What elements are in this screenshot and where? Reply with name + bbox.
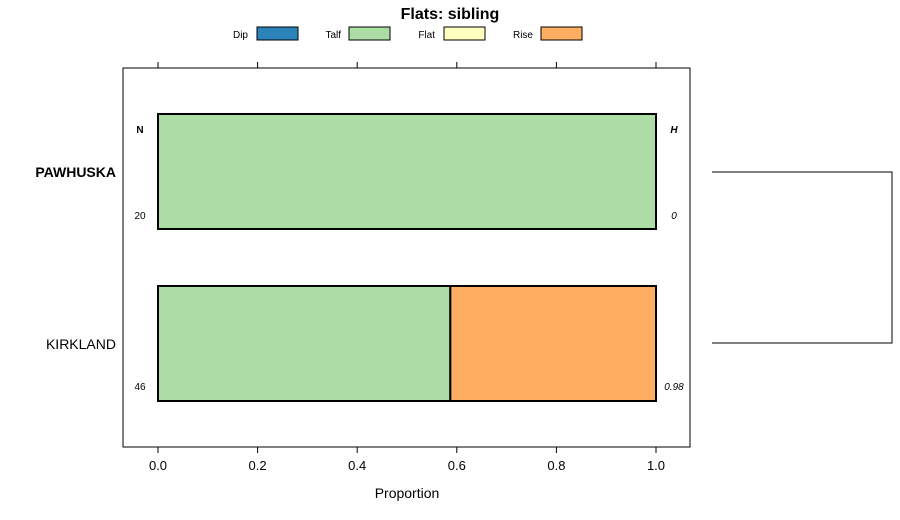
x-tick-label: 1.0 — [647, 458, 665, 473]
legend-label-talf: Talf — [325, 30, 341, 41]
n-column-header: N — [136, 125, 143, 136]
h-value: 0 — [671, 211, 677, 222]
x-tick-label: 0.8 — [547, 458, 565, 473]
legend-swatch-dip — [256, 26, 299, 41]
bar-kirkland-rise — [449, 285, 657, 402]
row-label-pawhuska: PAWHUSKA — [35, 164, 116, 180]
row-label-kirkland: KIRKLAND — [46, 336, 116, 352]
legend-label-dip: Dip — [233, 30, 248, 41]
side-annotations: N H 20 46 0 0.98 — [134, 125, 684, 393]
row-labels: PAWHUSKA KIRKLAND — [35, 164, 116, 352]
bar-pawhuska-talf — [157, 113, 657, 230]
bar-kirkland-talf — [157, 285, 452, 402]
dendrogram — [712, 171, 893, 344]
x-tick-label: 0.0 — [149, 458, 167, 473]
x-tick-label: 0.2 — [249, 458, 267, 473]
legend-label-rise: Rise — [513, 30, 533, 41]
n-value: 46 — [134, 382, 146, 393]
h-value: 0.98 — [664, 382, 684, 393]
chart-title: Flats: sibling — [401, 6, 500, 23]
legend-swatch-rise — [540, 26, 583, 41]
legend-label-flat: Flat — [418, 30, 435, 41]
legend-swatch-talf — [348, 26, 391, 41]
x-tick-label: 0.6 — [448, 458, 466, 473]
legend: Dip Talf Flat Rise — [233, 26, 583, 41]
n-value: 20 — [134, 211, 146, 222]
h-column-header: H — [670, 125, 678, 136]
x-axis: 0.0 0.2 0.4 0.6 0.8 1.0 — [149, 447, 665, 473]
x-axis-label: Proportion — [375, 485, 440, 501]
bars — [157, 113, 657, 402]
legend-swatch-flat — [443, 26, 486, 41]
plot-frame — [122, 67, 691, 448]
top-axis-ticks — [157, 62, 657, 68]
x-tick-label: 0.4 — [348, 458, 366, 473]
